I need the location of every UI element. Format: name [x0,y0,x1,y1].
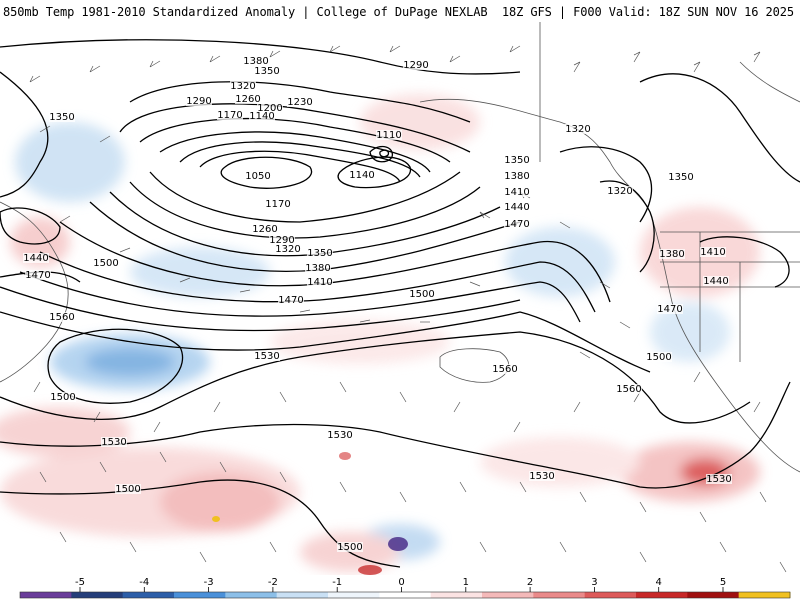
colorbar-tick-label: 1 [463,577,469,588]
contour-label: 1380 [659,249,684,260]
contour-label: 1410 [504,187,529,198]
colorbar-swatch [636,592,688,598]
contour-label: 1560 [492,364,517,375]
colorbar-tick-label: -1 [332,577,342,588]
valid-time: 18Z GFS | F000 Valid: 18Z SUN NOV 16 202… [501,5,794,19]
colorbar-swatch [225,592,278,598]
contour-label: 1470 [657,304,682,315]
contour-label: 1110 [376,130,401,141]
contour-label: 1530 [327,430,352,441]
contour-label: 1350 [254,66,279,77]
contour-label: 1140 [249,111,274,122]
contour-label: 1320 [565,124,590,135]
contour-label: 1500 [646,352,671,363]
contour-label: 1350 [307,248,332,259]
colorbar-swatch [328,592,380,598]
product-title: 850mb Temp 1981-2010 Standardized Anomal… [3,5,488,19]
anomaly-shading [0,94,760,575]
colorbar-outline [19,591,791,599]
colorbar-swatch [122,592,175,598]
colorbar-tick-label: -4 [139,577,149,588]
contour-label: 1410 [700,247,725,258]
colorbar-tick-label: -5 [75,577,85,588]
contour-label: 1500 [50,392,75,403]
contour-label: 1350 [668,172,693,183]
contour-label: 1410 [307,277,332,288]
colorbar-ticks: -5 -4 -3 -2 -1 0 1 2 3 4 5 [75,577,726,592]
contour-label: 1290 [269,235,294,246]
colorbar-swatch [533,592,586,598]
contour-label: 1050 [245,171,270,182]
colorbar-tick-label: 0 [398,577,404,588]
colorbar-swatch [276,592,329,598]
colorbar-tick-label: -2 [268,577,278,588]
contour-label: 1260 [235,94,260,105]
colorbar-tick-label: 2 [527,577,533,588]
contour-label: 1260 [252,224,277,235]
colorbar-swatch [687,592,740,598]
colorbar-tick-label: 5 [720,577,726,588]
contour-label: 1290 [186,96,211,107]
contour-label: 1380 [305,263,330,274]
colorbar-swatch [482,592,534,598]
contour-label: 1530 [529,471,554,482]
contour-label: 1350 [504,155,529,166]
contour-label: 1500 [337,542,362,553]
contour-label: 1200 [257,103,282,114]
contour-label: 1440 [703,276,728,287]
height-contours [0,39,800,568]
contour-label: 1500 [93,258,118,269]
contour-label: 1530 [706,474,731,485]
contour-label: 1290 [403,60,428,71]
contour-label: 1470 [278,295,303,306]
contour-label: 1500 [409,289,434,300]
contour-label: 1320 [275,244,300,255]
contour-label: 1170 [265,199,290,210]
colorbar-swatch [174,592,226,598]
contour-label: 1530 [101,437,126,448]
colorbar-swatch [430,592,483,598]
contour-label: 1380 [504,171,529,182]
contour-label: 1530 [254,351,279,362]
contour-label: 1380 [243,56,268,67]
contour-label: 1320 [230,81,255,92]
contour-label: 1320 [607,186,632,197]
wind-barbs [29,45,787,573]
contour-label: 1560 [49,312,74,323]
contour-label: 1140 [349,170,374,181]
contour-label: 1560 [616,384,641,395]
colorbar-swatch [738,592,791,598]
contour-label: 1500 [115,484,140,495]
colorbar-tick-label: -3 [204,577,214,588]
contour-label: 1440 [504,202,529,213]
contour-label: 1470 [25,270,50,281]
colorbar-tick-label: 4 [656,577,662,588]
colorbar-swatch [20,592,72,598]
colorbar-swatches [19,591,791,599]
colorbar-swatch [379,592,432,598]
header: 850mb Temp 1981-2010 Standardized Anomal… [0,0,800,22]
colorbar-tick-label: 3 [591,577,597,588]
contour-label: 1230 [287,97,312,108]
contour-label: 1440 [23,253,48,264]
contour-label: 1470 [504,219,529,230]
colorbar: -5 -4 -3 -2 -1 0 1 2 3 4 5 [19,577,791,599]
contour-label: 1350 [49,112,74,123]
contour-label: 1170 [217,110,242,121]
colorbar-swatch [71,592,124,598]
colorbar-swatch [584,592,637,598]
